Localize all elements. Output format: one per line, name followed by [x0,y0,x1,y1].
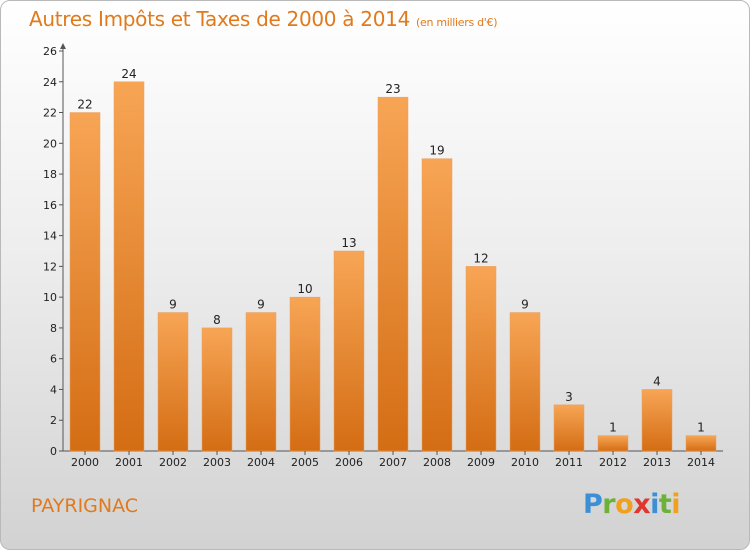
bar [201,327,233,452]
logo-letter: i [650,489,659,520]
bar-value-label: 19 [429,144,444,158]
bar [377,96,409,452]
y-tick-label: 0 [50,445,57,458]
bar-value-label: 13 [341,236,356,250]
x-tick-label: 2010 [511,456,539,469]
bar [421,158,453,452]
y-tick-label: 12 [43,260,57,273]
bar-value-label: 1 [609,421,617,435]
bar-value-label: 24 [121,67,136,81]
bar-value-label: 12 [473,251,488,265]
bar-value-label: 9 [257,298,265,312]
bar [69,112,101,452]
x-tick-label: 2008 [423,456,451,469]
y-tick-label: 18 [43,168,57,181]
y-tick-label: 6 [50,353,57,366]
y-tick-label: 26 [43,45,57,58]
bar-value-label: 9 [169,298,177,312]
bar [289,296,321,452]
x-tick-label: 2011 [555,456,583,469]
y-tick-label: 4 [50,383,57,396]
y-tick-label: 20 [43,137,57,150]
y-tick-label: 2 [50,414,57,427]
x-tick-label: 2013 [643,456,671,469]
bar [245,312,277,452]
x-tick-label: 2007 [379,456,407,469]
x-tick-label: 2003 [203,456,231,469]
bar-value-label: 4 [653,374,661,388]
x-tick-label: 2004 [247,456,275,469]
bar-value-label: 23 [385,82,400,96]
bar-value-label: 9 [521,298,529,312]
bar-value-label: 10 [297,282,312,296]
x-tick-label: 2006 [335,456,363,469]
bar [685,435,717,452]
x-tick-label: 2005 [291,456,319,469]
commune-name: PAYRIGNAC [31,495,139,517]
x-tick-label: 2001 [115,456,143,469]
bar [553,404,585,452]
x-tick-label: 2000 [71,456,99,469]
x-tick-label: 2002 [159,456,187,469]
proxiti-logo: Proxiti [583,489,681,520]
bar-value-label: 8 [213,313,221,327]
bar [641,389,673,452]
y-tick-label: 16 [43,199,57,212]
y-tick-label: 8 [50,322,57,335]
logo-letter: P [583,489,603,520]
logo-letter: t [658,489,672,520]
bar [333,250,365,452]
bar-value-label: 3 [565,390,573,404]
bar [113,81,145,452]
chart-title-text: Autres Impôts et Taxes de 2000 à 2014 [29,7,410,31]
logo-letter: o [615,489,634,520]
y-tick-label: 14 [43,230,57,243]
y-tick-label: 10 [43,291,57,304]
bar-value-label: 22 [77,98,92,112]
bar [509,312,541,452]
bar [157,312,189,452]
chart-title-unit: (en milliers d'€) [416,16,498,29]
logo-letter: x [633,489,651,520]
chart-title: Autres Impôts et Taxes de 2000 à 2014 (en… [29,7,497,31]
bar [597,435,629,452]
logo-letter: r [602,489,616,520]
x-tick-label: 2009 [467,456,495,469]
x-tick-label: 2014 [687,456,715,469]
y-tick-label: 22 [43,107,57,120]
y-tick-label: 24 [43,76,57,89]
logo-letter: i [671,489,681,520]
y-axis-arrow [60,43,66,49]
bar [465,266,497,452]
bar-value-label: 1 [697,421,705,435]
x-tick-label: 2012 [599,456,627,469]
